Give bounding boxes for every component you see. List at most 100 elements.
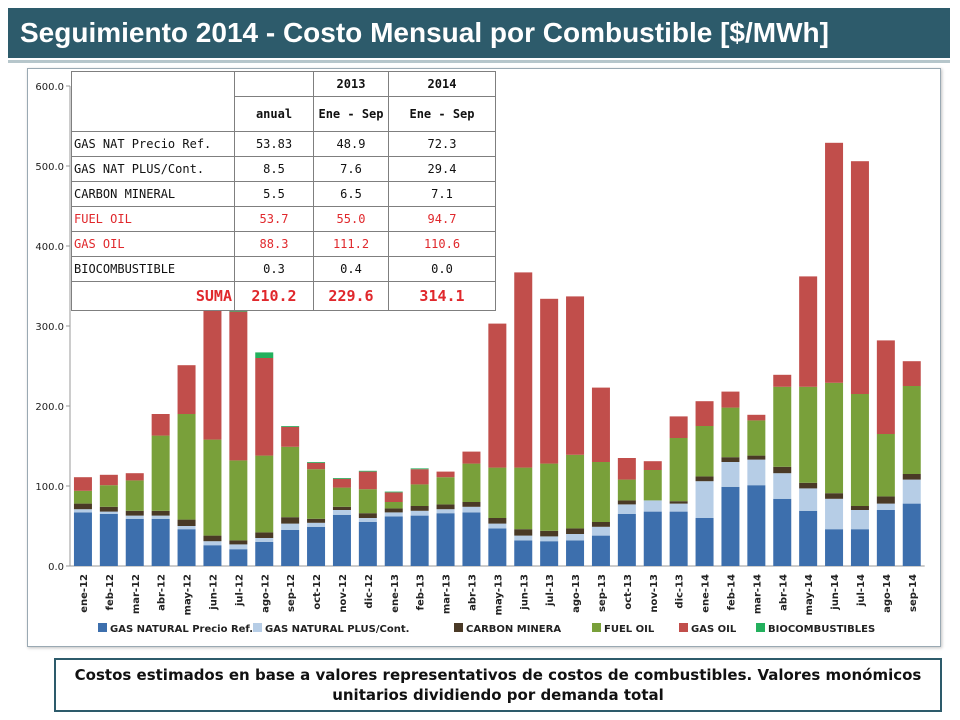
x-tick-label: abr-14 [778, 574, 789, 611]
x-tick-label: mar-13 [442, 574, 453, 614]
x-tick-label: feb-12 [105, 574, 116, 610]
bar-segment [255, 455, 274, 533]
table-row: FUEL OIL 53.7 55.0 94.7 [71, 206, 496, 232]
x-tick-label: jul-14 [856, 574, 867, 607]
bar-segment [876, 496, 895, 504]
bar-segment [151, 435, 170, 511]
bar-segment [281, 517, 300, 524]
bar-segment [669, 416, 688, 438]
x-tick-label: ene-14 [701, 574, 712, 613]
bar-segment [99, 485, 118, 507]
bar-segment [514, 529, 533, 536]
sum-anual: 210.2 [234, 281, 314, 311]
bar-segment [773, 466, 792, 474]
bar-segment [281, 530, 300, 566]
y-tick-label: 300.0 [35, 322, 64, 333]
value-enesep-2013: 111.2 [313, 231, 389, 257]
row-label: FUEL OIL [71, 206, 235, 232]
x-tick-label: nov-13 [649, 574, 660, 613]
bar-segment [384, 492, 403, 502]
value-enesep-2013: 48.9 [313, 131, 389, 157]
bar-segment [99, 506, 118, 512]
x-tick-label: ago-14 [882, 574, 893, 613]
bar-segment [617, 500, 636, 505]
bar-segment [436, 477, 455, 505]
title-bar: Seguimiento 2014 - Costo Mensual por Com… [8, 8, 950, 58]
bar-segment [203, 439, 222, 536]
bar-segment [566, 296, 585, 455]
value-anual: 0.3 [234, 256, 314, 282]
x-tick-label: oct-12 [312, 574, 323, 610]
bar-segment [177, 365, 196, 414]
bar-segment [773, 473, 792, 499]
bar-segment [281, 426, 300, 427]
bar-segment [566, 534, 585, 541]
bar-segment [488, 323, 507, 468]
page-title: Seguimiento 2014 - Costo Mensual por Com… [20, 17, 829, 48]
y-tick-label: 500.0 [35, 162, 64, 173]
bar-segment [669, 501, 688, 504]
stacked-bar-chart: 0.0 100.0 200.0 300.0 400.0 500.0 600.0 ene-12 f… [35, 82, 925, 635]
sum-label: SUMA [71, 281, 235, 311]
bar-segment [876, 434, 895, 497]
title-divider [8, 60, 950, 63]
x-tick-label: abr-12 [157, 574, 168, 611]
value-enesep-2013: 7.6 [313, 156, 389, 182]
value-enesep-2013: 6.5 [313, 181, 389, 207]
x-tick-label: jun-12 [208, 574, 219, 611]
legend-label: GAS OIL [691, 624, 737, 635]
bar-segment [99, 474, 118, 486]
legend-label: GAS NATURAL PLUS/Cont. [265, 624, 409, 635]
bar-segment [203, 305, 222, 440]
x-tick-label: nov-12 [338, 574, 349, 613]
bar-segment [410, 484, 429, 506]
bar-segment [332, 487, 351, 507]
y-tick-label: 600.0 [35, 82, 64, 93]
bar-segment [591, 462, 610, 522]
bar-segment [358, 489, 377, 514]
bar-segment [462, 506, 481, 513]
bar-segment [125, 480, 144, 511]
bar-segment [177, 529, 196, 566]
value-enesep-2013: 0.4 [313, 256, 389, 282]
bar-segment [229, 460, 248, 541]
bar-segment [695, 401, 714, 426]
bar-segment [410, 515, 429, 566]
bar-segment [799, 276, 818, 387]
table-row: GAS OIL 88.3 111.2 110.6 [71, 231, 496, 257]
bar-segment [384, 516, 403, 566]
bar-segment [307, 518, 326, 523]
bar-segment [177, 526, 196, 530]
row-label: GAS NAT Precio Ref. [71, 131, 235, 157]
legend-label: FUEL OIL [604, 624, 655, 635]
bar-segment [902, 386, 921, 474]
bar-segment [643, 500, 662, 512]
bar-segment [436, 509, 455, 514]
bar-segment [73, 490, 92, 504]
bar-segment [643, 461, 662, 470]
legend-swatch [679, 623, 688, 632]
value-anual: 53.7 [234, 206, 314, 232]
x-tick-label: jul-12 [234, 574, 245, 607]
bar-segment [229, 540, 248, 545]
bar-segment [617, 479, 636, 501]
bar-segment [255, 358, 274, 456]
bar-segment [73, 509, 92, 513]
bar-segment [799, 488, 818, 511]
legend-label: CARBON MINERA [466, 624, 561, 635]
bar-segment [799, 510, 818, 566]
bar-segment [747, 420, 766, 456]
x-tick-label: ago-12 [260, 574, 271, 613]
legend-label: BIOCOMBUSTIBLES [768, 624, 875, 635]
bar-segment [462, 451, 481, 464]
bar-segment [514, 272, 533, 468]
value-enesep-2014: 0.0 [388, 256, 496, 282]
bar-segment [488, 518, 507, 524]
sum-2013: 229.6 [313, 281, 389, 311]
bar-segment [514, 535, 533, 541]
bar-segment [540, 463, 559, 531]
bar-segment [488, 528, 507, 566]
bar-segment [307, 462, 326, 470]
footer-note: Costos estimados en base a valores repre… [74, 666, 922, 704]
bar-segment [203, 535, 222, 542]
